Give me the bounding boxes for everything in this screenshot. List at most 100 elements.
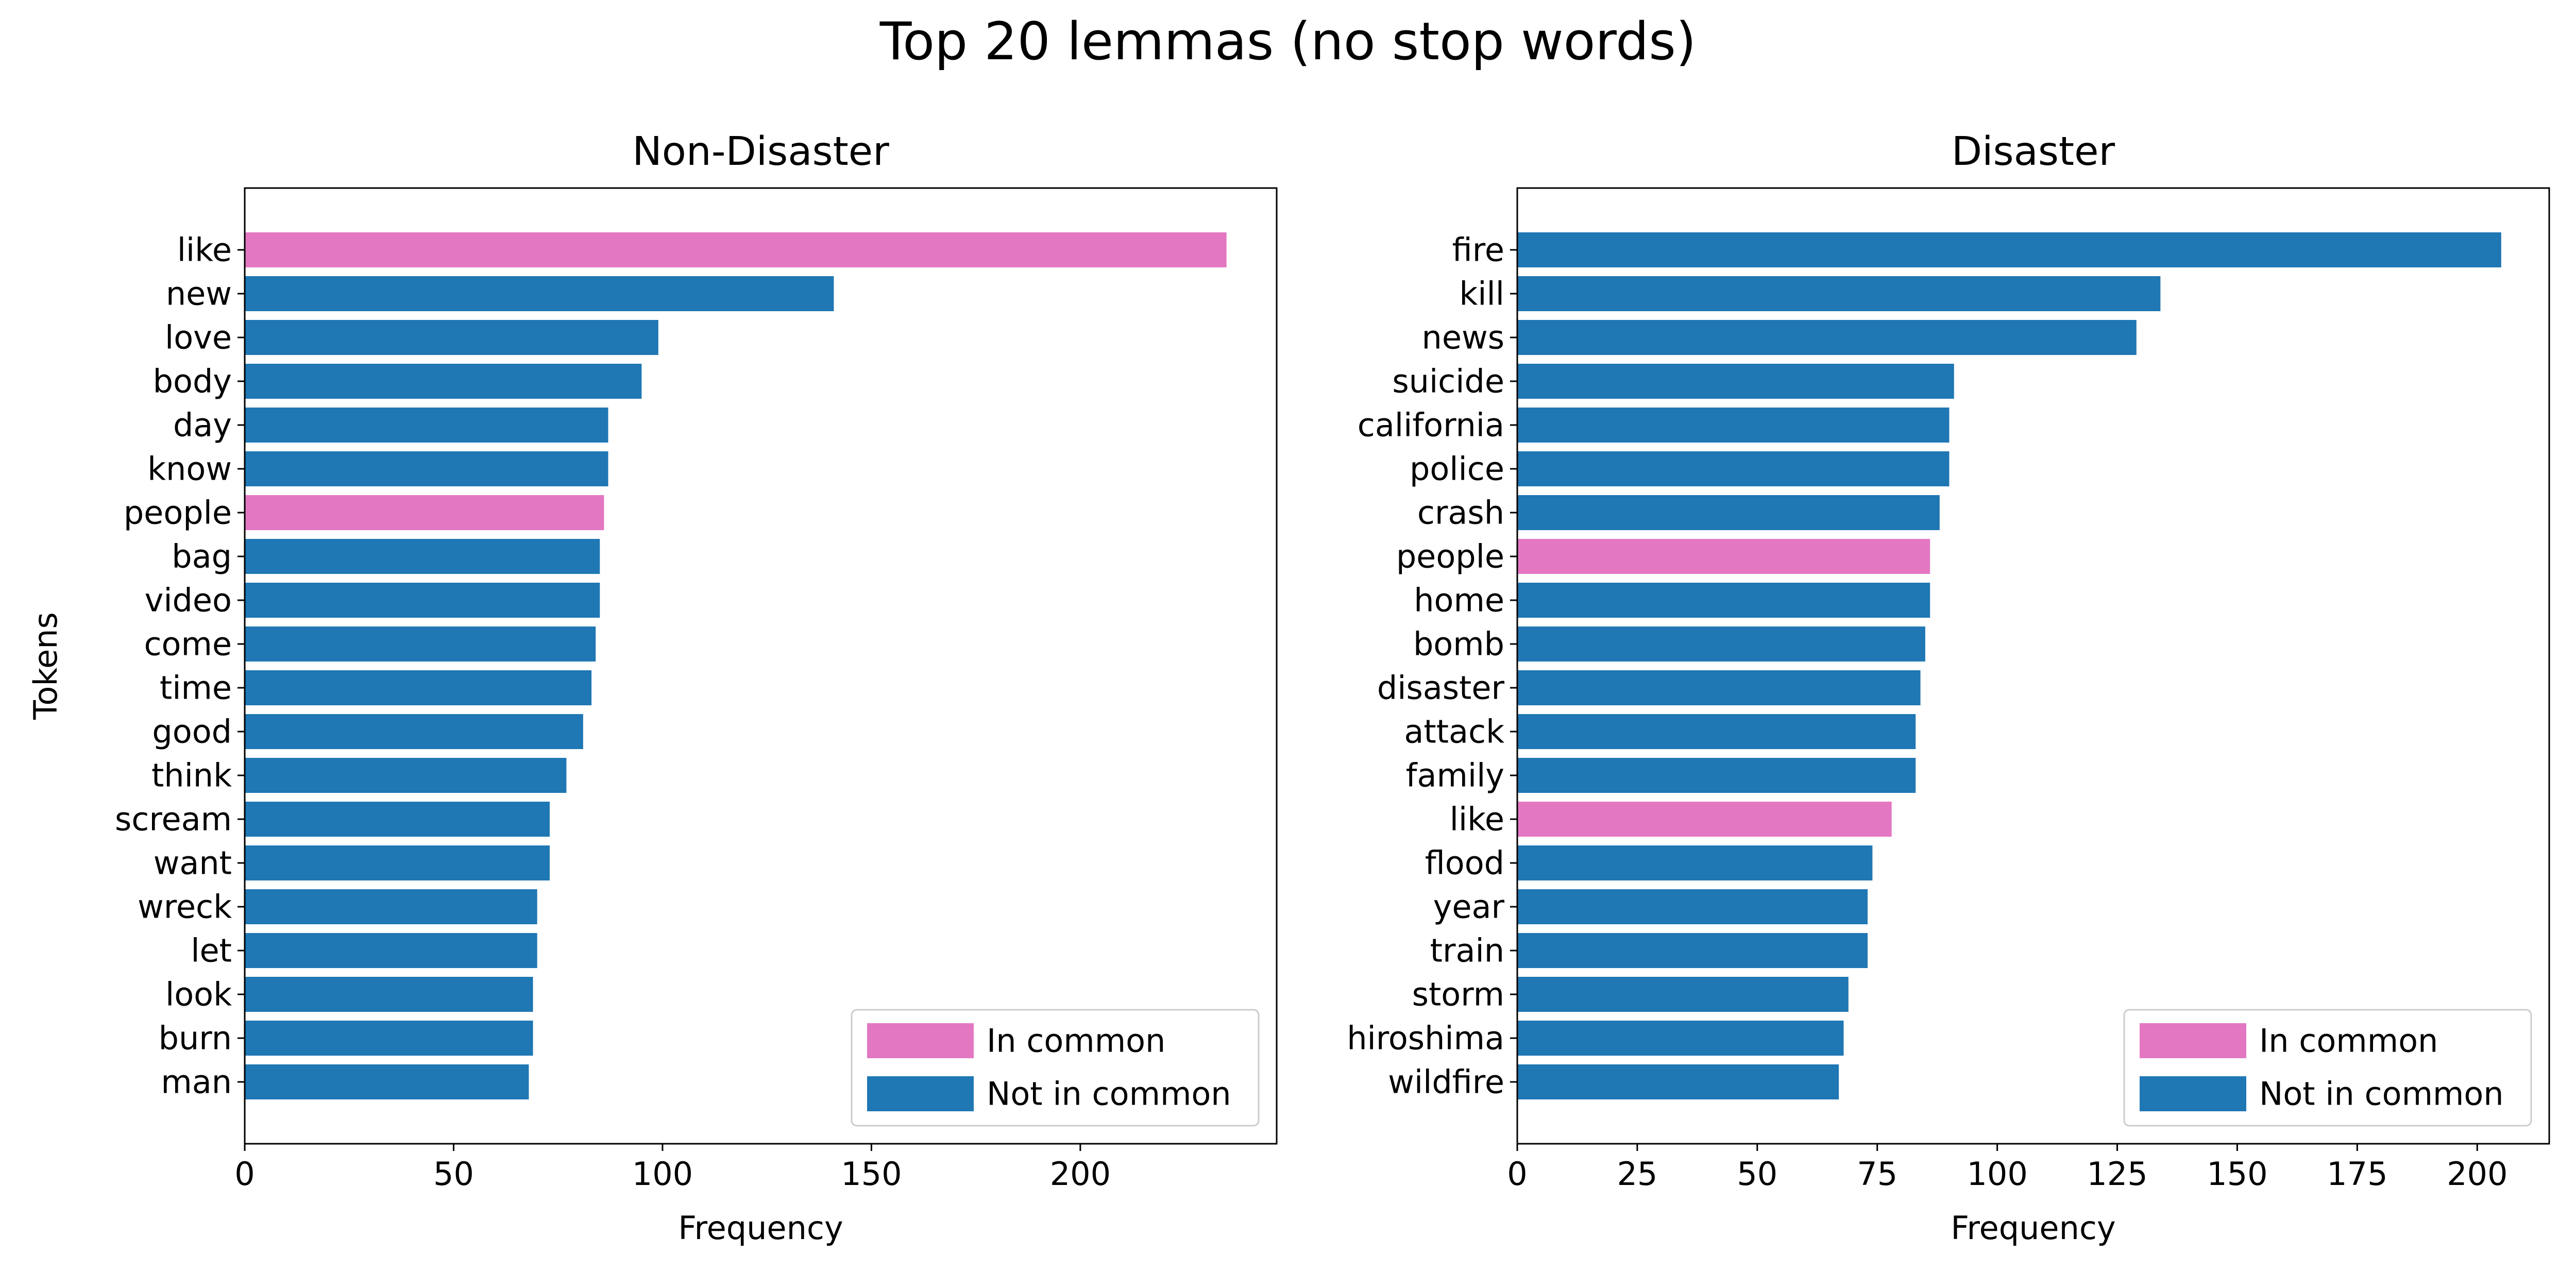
y-tick-label: like <box>1450 801 1504 838</box>
bar-like <box>1517 802 1892 837</box>
y-tick-label: people <box>1396 538 1504 575</box>
y-tick-label: news <box>1422 319 1504 357</box>
x-tick-label: 25 <box>1617 1155 1657 1193</box>
bar-come <box>245 626 596 662</box>
chart-panel-2: fire kill news suicide california police crash… <box>1347 129 2550 1247</box>
y-tick-label: family <box>1406 757 1504 794</box>
y-tick-label: new <box>166 275 232 313</box>
legend-label: Not in common <box>987 1075 1231 1113</box>
x-tick-label: 100 <box>1967 1155 2027 1193</box>
x-tick-label: 150 <box>2207 1155 2267 1193</box>
panel-title: Disaster <box>1952 129 2115 175</box>
y-tick-label: hiroshima <box>1347 1020 1504 1057</box>
bar-love <box>245 320 658 355</box>
bar-like <box>245 232 1227 267</box>
y-tick-label: police <box>1410 450 1504 488</box>
y-tick-label: think <box>151 757 232 794</box>
bar-want <box>245 845 550 880</box>
bar-storm <box>1517 977 1849 1012</box>
x-tick-label: 0 <box>1507 1155 1527 1193</box>
y-tick-label: california <box>1358 406 1504 444</box>
x-tick-label: 75 <box>1857 1155 1897 1193</box>
bar-bag <box>245 539 600 574</box>
legend: In common Not in common <box>2123 1009 2532 1127</box>
axes-frame <box>1516 187 2550 1145</box>
bar-bomb <box>1517 626 1925 662</box>
x-tick-label: 150 <box>841 1155 902 1193</box>
bar-flood <box>1517 845 1873 880</box>
bar-police <box>1517 451 1950 486</box>
bar-wildfire <box>1517 1064 1839 1099</box>
bar-burn <box>245 1021 533 1056</box>
y-tick-label: like <box>177 231 232 269</box>
bar-train <box>1517 933 1868 968</box>
bar-crash <box>1517 495 1940 530</box>
legend-label: Not in common <box>2259 1075 2504 1113</box>
y-tick-label: suicide <box>1392 363 1504 400</box>
legend-label: In common <box>2259 1022 2438 1060</box>
bar-let <box>245 933 537 968</box>
bar-body <box>245 364 642 399</box>
bar-hiroshima <box>1517 1021 1844 1056</box>
y-tick-label: day <box>173 406 232 444</box>
y-tick-label: storm <box>1412 976 1504 1013</box>
bar-scream <box>245 802 550 837</box>
y-tick-label: let <box>191 932 232 970</box>
x-axis-label: Frequency <box>678 1209 843 1247</box>
bar-know <box>245 451 608 486</box>
x-tick-label: 0 <box>234 1155 255 1193</box>
y-tick-label: man <box>161 1063 232 1101</box>
bar-video <box>245 583 600 618</box>
x-tick-label: 175 <box>2327 1155 2387 1193</box>
y-tick-label: good <box>152 713 232 751</box>
y-tick-label: video <box>145 582 232 619</box>
y-tick-label: want <box>154 844 232 882</box>
y-tick-label: kill <box>1459 275 1504 313</box>
y-tick-label: bag <box>172 538 232 575</box>
legend: In common Not in common <box>851 1009 1260 1127</box>
bar-look <box>245 977 533 1012</box>
y-axis-label: Tokens <box>27 612 64 720</box>
y-tick-label: time <box>160 669 232 707</box>
legend-swatch <box>2140 1023 2246 1058</box>
y-tick-label: train <box>1430 932 1504 970</box>
legend-swatch <box>867 1023 974 1058</box>
y-tick-label: know <box>147 450 232 488</box>
y-tick-label: wildfire <box>1388 1063 1504 1101</box>
y-tick-label: attack <box>1404 713 1504 751</box>
y-tick-label: fire <box>1452 231 1504 269</box>
y-tick-label: crash <box>1417 494 1504 532</box>
bar-suicide <box>1517 364 1954 399</box>
x-axis-label: Frequency <box>1951 1209 2115 1247</box>
y-tick-label: disaster <box>1377 669 1505 707</box>
y-tick-label: scream <box>115 801 232 838</box>
x-tick-label: 50 <box>1737 1155 1777 1193</box>
x-tick-label: 200 <box>2447 1155 2507 1193</box>
y-tick-label: wreck <box>138 888 232 926</box>
legend-swatch <box>867 1076 974 1111</box>
bar-day <box>245 408 608 443</box>
panel-title: Non-Disaster <box>632 129 889 175</box>
y-tick-label: burn <box>159 1020 232 1057</box>
x-tick-label: 50 <box>433 1155 474 1193</box>
y-tick-label: love <box>165 319 232 357</box>
y-tick-label: home <box>1414 582 1504 619</box>
bar-wreck <box>245 889 537 924</box>
bar-good <box>245 714 583 749</box>
y-tick-label: body <box>153 363 232 400</box>
bar-family <box>1517 758 1916 793</box>
bar-year <box>1517 889 1868 924</box>
bar-fire <box>1517 232 2501 267</box>
bar-kill <box>1517 276 2161 311</box>
axes-frame <box>244 187 1278 1145</box>
bar-people <box>1517 539 1930 574</box>
y-tick-label: year <box>1433 888 1505 926</box>
bar-time <box>245 670 592 705</box>
y-tick-label: come <box>144 625 232 663</box>
chart-panel-1: like new love body day know people bag video come… <box>27 129 1278 1247</box>
bar-new <box>245 276 834 311</box>
bar-california <box>1517 408 1950 443</box>
x-tick-label: 100 <box>632 1155 693 1193</box>
x-tick-label: 200 <box>1050 1155 1111 1193</box>
